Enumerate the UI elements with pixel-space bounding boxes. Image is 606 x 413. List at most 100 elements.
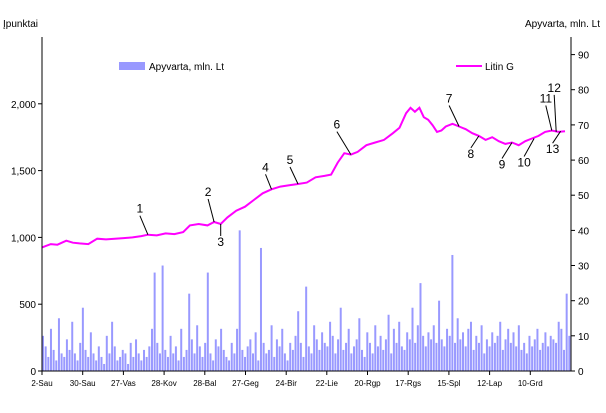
bar xyxy=(92,353,95,371)
bar xyxy=(212,360,215,371)
bar xyxy=(273,356,276,371)
bar xyxy=(267,349,270,371)
bar xyxy=(350,353,353,371)
bar xyxy=(190,339,193,371)
x-tick-label: 10-Grd xyxy=(518,379,543,388)
legend-line: Litin G xyxy=(456,62,514,73)
bar xyxy=(127,363,130,371)
bar xyxy=(347,328,350,371)
bar xyxy=(427,332,430,371)
left-tick-label: 0 xyxy=(30,367,36,378)
bar xyxy=(443,346,446,371)
bar xyxy=(483,353,486,371)
bar xyxy=(400,346,403,371)
annotation-leader xyxy=(448,105,460,127)
bar xyxy=(222,349,225,371)
bar xyxy=(95,360,98,371)
bar xyxy=(105,335,108,371)
bar xyxy=(398,321,401,371)
bar xyxy=(451,254,454,371)
bar xyxy=(520,349,523,371)
bar xyxy=(523,342,526,371)
series-line xyxy=(41,106,566,249)
bar xyxy=(403,349,406,371)
bar xyxy=(411,307,414,371)
bar xyxy=(491,332,494,371)
x-tick-label: 30-Sau xyxy=(70,379,96,388)
bar xyxy=(196,325,199,371)
right-tick-label: 60 xyxy=(578,156,590,167)
right-axis-ticks: 0 10 20 30 40 50 60 70 80 90 xyxy=(571,51,590,378)
right-tick-label: 10 xyxy=(578,332,590,343)
bar xyxy=(209,353,212,371)
bar xyxy=(384,339,387,371)
bar xyxy=(201,356,204,371)
bar xyxy=(563,349,566,371)
bar xyxy=(161,265,164,371)
annotation-label: 7 xyxy=(446,92,453,106)
bar xyxy=(230,342,233,371)
bar xyxy=(392,328,395,371)
bar xyxy=(270,325,273,371)
bar xyxy=(47,356,50,371)
bar xyxy=(459,339,462,371)
annotation-leader xyxy=(139,215,149,235)
x-tick-label: 28-Bal xyxy=(193,379,216,388)
bar xyxy=(448,335,451,371)
bar xyxy=(73,353,76,371)
bar xyxy=(541,342,544,371)
x-tick-label: 15-Spl xyxy=(437,379,460,388)
bar xyxy=(533,339,536,371)
bar xyxy=(504,339,507,371)
bar xyxy=(278,346,281,371)
bar xyxy=(363,356,366,371)
bar xyxy=(100,356,103,371)
bar xyxy=(164,349,167,371)
x-tick-label: 20-Rgp xyxy=(354,379,381,388)
bar xyxy=(525,353,528,371)
bar xyxy=(422,335,425,371)
bar xyxy=(536,328,539,371)
left-tick-label: 1,500 xyxy=(11,167,36,178)
left-tick-label: 500 xyxy=(19,300,36,311)
right-tick-label: 70 xyxy=(578,121,590,132)
bar xyxy=(89,332,92,371)
right-tick-label: 40 xyxy=(578,226,590,237)
bar xyxy=(406,332,409,371)
bar xyxy=(435,342,438,371)
bar xyxy=(499,321,502,371)
bar xyxy=(217,346,220,371)
bar xyxy=(174,346,177,371)
bar xyxy=(376,346,379,371)
annotation-leader xyxy=(265,174,272,190)
bar xyxy=(257,360,260,371)
bar xyxy=(145,356,148,371)
bar xyxy=(488,346,491,371)
bar xyxy=(220,328,223,371)
bar xyxy=(379,335,382,371)
bar xyxy=(565,293,568,371)
bar xyxy=(366,332,369,371)
bar xyxy=(515,346,518,371)
bar xyxy=(382,349,385,371)
bar xyxy=(150,328,153,371)
bar xyxy=(313,325,316,371)
annotation-label: 2 xyxy=(205,185,212,199)
annotation-label: 9 xyxy=(499,158,506,172)
bar xyxy=(297,311,300,371)
bar xyxy=(368,342,371,371)
right-tick-label: 80 xyxy=(578,86,590,97)
bar xyxy=(446,328,449,371)
bar xyxy=(496,335,499,371)
bar xyxy=(198,346,201,371)
left-tick-label: 2,000 xyxy=(11,100,36,111)
bar xyxy=(283,353,286,371)
bar xyxy=(307,346,310,371)
bar xyxy=(345,342,348,371)
bar xyxy=(52,349,55,371)
legend-bar-swatch xyxy=(119,62,145,70)
bar xyxy=(305,286,308,371)
bar xyxy=(68,349,71,371)
